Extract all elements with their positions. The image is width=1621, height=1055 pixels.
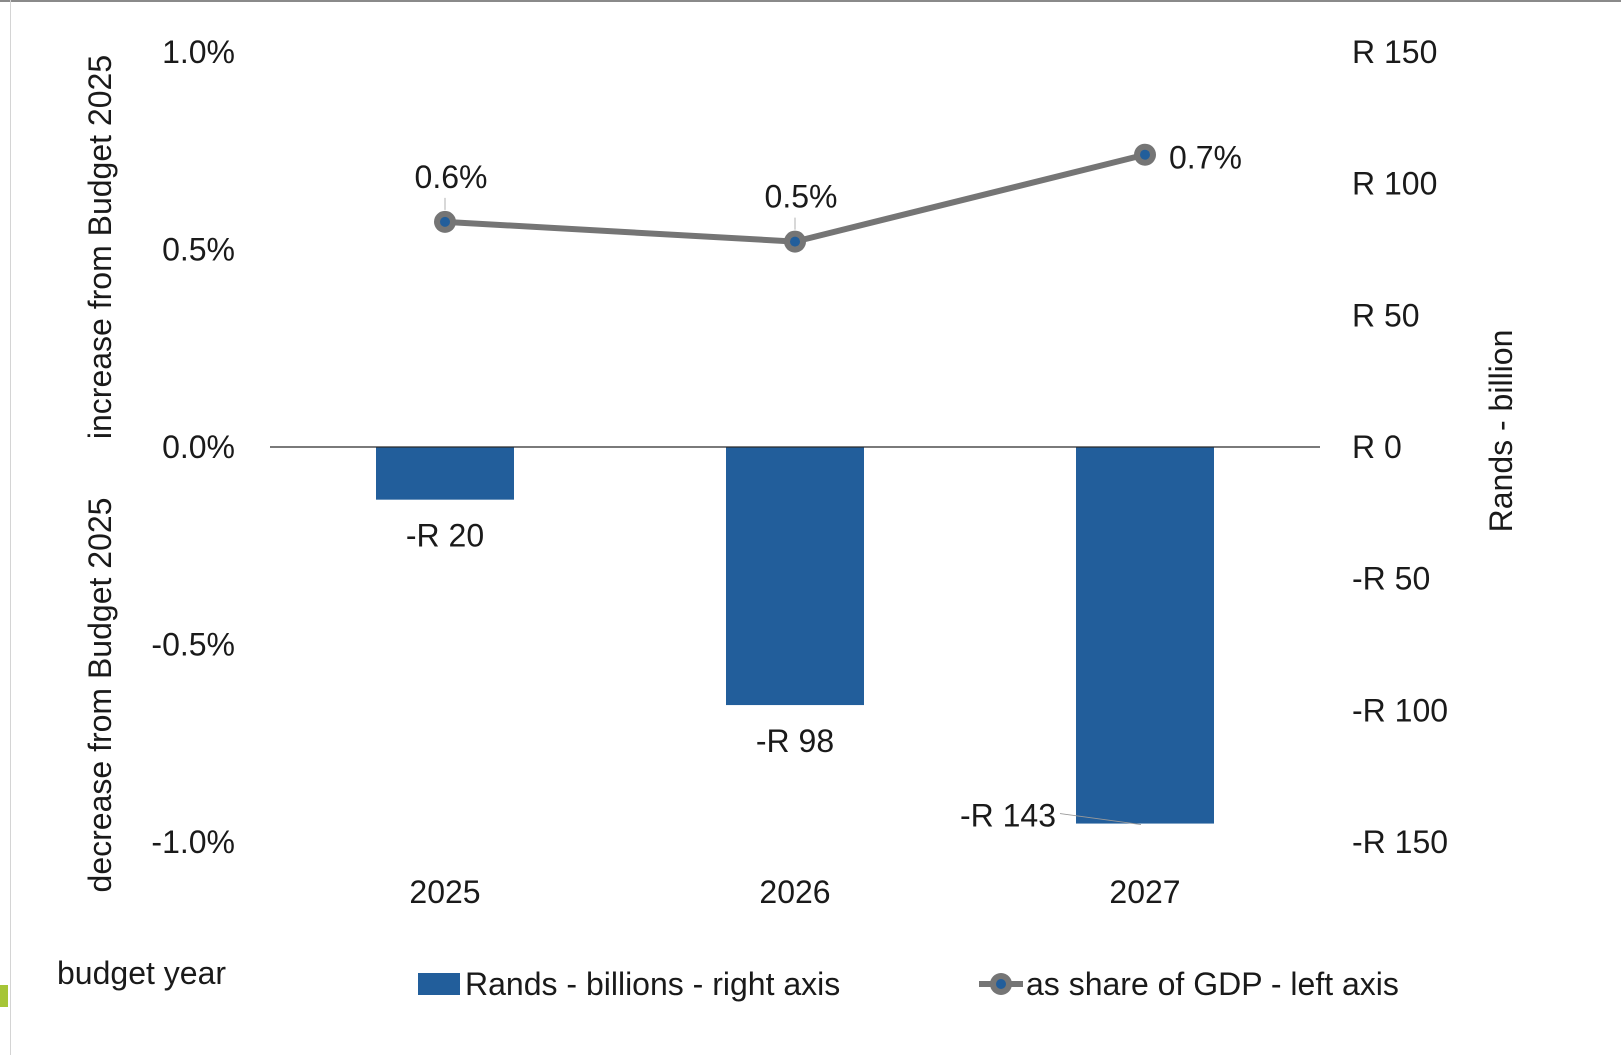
- legend-label-bars: Rands - billions - right axis: [465, 966, 840, 1002]
- x-tick-label-2026: 2026: [759, 874, 830, 910]
- legend-swatch-marker-core: [996, 979, 1006, 989]
- top-border: [0, 0, 1621, 2]
- left-tick-label: 0.0%: [162, 429, 235, 465]
- right-tick-label: -R 150: [1352, 824, 1448, 860]
- line-label-2027: 0.7%: [1169, 140, 1242, 176]
- line-layer: [434, 143, 1156, 253]
- line-point-core-2025: [440, 216, 450, 227]
- left-tick-label: -0.5%: [151, 627, 235, 663]
- right-tick-label: R 100: [1352, 166, 1437, 202]
- x-tick-label-2025: 2025: [409, 874, 480, 910]
- accent-mark: [0, 985, 8, 1007]
- left-border: [10, 0, 11, 1055]
- line-point-core-2026: [790, 236, 800, 247]
- bar-label-leader: [1059, 813, 1142, 826]
- left-tick-label: 1.0%: [162, 34, 235, 70]
- right-tick-label: R 150: [1352, 34, 1437, 70]
- bar-label-2025: -R 20: [406, 518, 484, 554]
- right-tick-label: -R 100: [1352, 692, 1448, 728]
- right-tick-label: R 0: [1352, 429, 1402, 465]
- left-axis-title-upper: increase from Budget 2025: [82, 55, 118, 439]
- right-axis-title: Rands - billion: [1483, 330, 1519, 533]
- x-tick-label-2027: 2027: [1109, 874, 1180, 910]
- bar-2027: [1076, 447, 1214, 824]
- line-point-core-2027: [1140, 149, 1150, 160]
- bar-2025: [376, 447, 514, 500]
- labels-layer: -R 20 -R 98 -R 143 0.6% 0.5% 0.7%: [406, 140, 1242, 834]
- x-axis-title: budget year: [57, 955, 226, 991]
- bar-label-2026: -R 98: [756, 723, 834, 759]
- legend-label-line: as share of GDP - left axis: [1026, 966, 1399, 1002]
- right-tick-label: -R 50: [1352, 561, 1430, 597]
- left-axis-title-lower: decrease from Budget 2025: [82, 498, 118, 893]
- axes-layer: 1.0% 0.5% 0.0% -0.5% -1.0% R 150 R 100 R 50 R 0 -…: [57, 34, 1519, 991]
- bar-label-2027: -R 143: [960, 798, 1056, 834]
- legend-layer: Rands - billions - right axis as share of…: [418, 966, 1399, 1002]
- right-tick-label: R 50: [1352, 297, 1420, 333]
- legend-swatch-bars: [418, 973, 460, 995]
- left-tick-label: -1.0%: [151, 824, 235, 860]
- left-tick-label: 0.5%: [162, 232, 235, 268]
- bars-layer: [376, 447, 1214, 824]
- line-label-2025: 0.6%: [415, 159, 488, 195]
- line-label-2026: 0.5%: [765, 179, 838, 215]
- bar-2026: [726, 447, 864, 706]
